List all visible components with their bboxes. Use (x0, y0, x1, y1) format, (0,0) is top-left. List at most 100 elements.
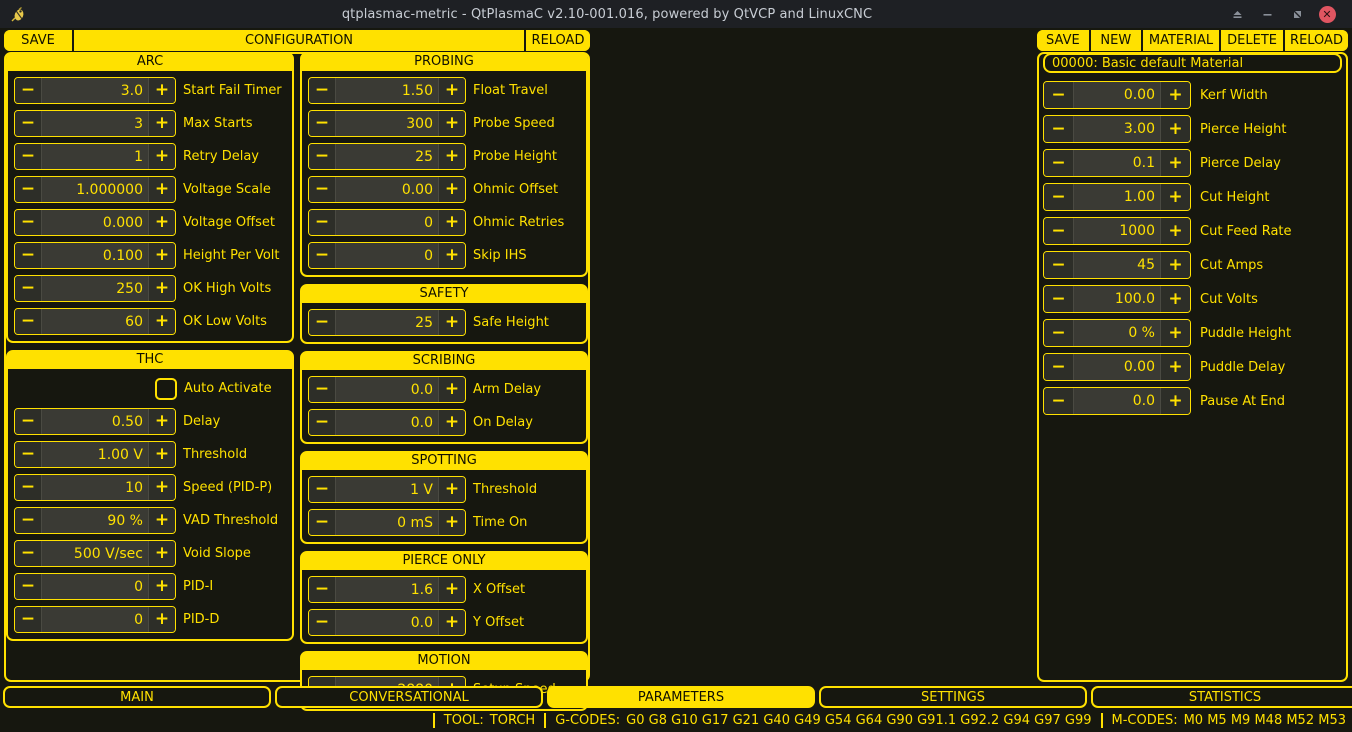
increment-icon[interactable]: + (438, 510, 465, 535)
value-cut-volts[interactable]: 100.0 (1074, 286, 1160, 312)
value-pause-at-end[interactable]: 0.0 (1074, 388, 1160, 414)
decrement-icon[interactable]: − (309, 310, 336, 335)
spinbox-y-offset[interactable]: − 0.0 + (308, 609, 466, 636)
config-reload-button[interactable]: RELOAD (524, 30, 590, 51)
decrement-icon[interactable]: − (309, 144, 336, 169)
increment-icon[interactable]: + (1160, 252, 1190, 278)
spinbox-puddle-delay[interactable]: − 0.00 + (1043, 353, 1191, 381)
decrement-icon[interactable]: − (309, 78, 336, 103)
increment-icon[interactable]: + (438, 610, 465, 635)
increment-icon[interactable]: + (1160, 116, 1190, 142)
increment-icon[interactable]: + (148, 541, 175, 566)
value-y-offset[interactable]: 0.0 (336, 610, 438, 635)
spinbox-kerf-width[interactable]: − 0.00 + (1043, 81, 1191, 109)
increment-icon[interactable]: + (1160, 320, 1190, 346)
increment-icon[interactable]: + (1160, 184, 1190, 210)
decrement-icon[interactable]: − (1044, 116, 1074, 142)
value-cut-amps[interactable]: 45 (1074, 252, 1160, 278)
increment-icon[interactable]: + (438, 144, 465, 169)
decrement-icon[interactable]: − (309, 177, 336, 202)
value-puddle-delay[interactable]: 0.00 (1074, 354, 1160, 380)
increment-icon[interactable]: + (1160, 388, 1190, 414)
increment-icon[interactable]: + (1160, 150, 1190, 176)
spinbox-pierce-height[interactable]: − 3.00 + (1043, 115, 1191, 143)
value-probe-speed[interactable]: 300 (336, 111, 438, 136)
decrement-icon[interactable]: − (1044, 354, 1074, 380)
increment-icon[interactable]: + (148, 111, 175, 136)
spinbox-ohmic-retries[interactable]: − 0 + (308, 209, 466, 236)
spinbox-probe-speed[interactable]: − 300 + (308, 110, 466, 137)
value-time-on[interactable]: 0 mS (336, 510, 438, 535)
spinbox-max-starts[interactable]: − 3 + (14, 110, 176, 137)
value-retry-delay[interactable]: 1 (42, 144, 148, 169)
tab-settings[interactable]: SETTINGS (819, 686, 1087, 708)
value-arm-delay[interactable]: 0.0 (336, 377, 438, 402)
value-height-per-volt[interactable]: 0.100 (42, 243, 148, 268)
spinbox-cut-feed-rate[interactable]: − 1000 + (1043, 217, 1191, 245)
decrement-icon[interactable]: − (309, 477, 336, 502)
increment-icon[interactable]: + (148, 442, 175, 467)
spinbox-vad-threshold[interactable]: − 90 % + (14, 507, 176, 534)
spinbox-float-travel[interactable]: − 1.50 + (308, 77, 466, 104)
spinbox-ohmic-offset[interactable]: − 0.00 + (308, 176, 466, 203)
value-safe-height[interactable]: 25 (336, 310, 438, 335)
decrement-icon[interactable]: − (15, 111, 42, 136)
value-float-travel[interactable]: 1.50 (336, 78, 438, 103)
value-speed-pid-p[interactable]: 10 (42, 475, 148, 500)
decrement-icon[interactable]: − (15, 144, 42, 169)
spinbox-ok-high-volts[interactable]: − 250 + (14, 275, 176, 302)
spinbox-void-slope[interactable]: − 500 V/sec + (14, 540, 176, 567)
decrement-icon[interactable]: − (15, 78, 42, 103)
value-skip-ihs[interactable]: 0 (336, 243, 438, 268)
value-probe-height[interactable]: 25 (336, 144, 438, 169)
value-ok-low-volts[interactable]: 60 (42, 309, 148, 334)
value-max-starts[interactable]: 3 (42, 111, 148, 136)
spinbox-safe-height[interactable]: − 25 + (308, 309, 466, 336)
value-on-delay[interactable]: 0.0 (336, 410, 438, 435)
decrement-icon[interactable]: − (15, 475, 42, 500)
spinbox-probe-height[interactable]: − 25 + (308, 143, 466, 170)
spinbox-voltage-offset[interactable]: − 0.000 + (14, 209, 176, 236)
increment-icon[interactable]: + (148, 276, 175, 301)
tab-conversational[interactable]: CONVERSATIONAL (275, 686, 543, 708)
spinbox-start-fail-timer[interactable]: − 3.0 + (14, 77, 176, 104)
spinbox-pause-at-end[interactable]: − 0.0 + (1043, 387, 1191, 415)
increment-icon[interactable]: + (438, 310, 465, 335)
spinbox-arm-delay[interactable]: − 0.0 + (308, 376, 466, 403)
decrement-icon[interactable]: − (309, 210, 336, 235)
shade-button[interactable] (1222, 0, 1252, 28)
spinbox-on-delay[interactable]: − 0.0 + (308, 409, 466, 436)
value-spotting-threshold[interactable]: 1 V (336, 477, 438, 502)
decrement-icon[interactable]: − (15, 409, 42, 434)
increment-icon[interactable]: + (1160, 354, 1190, 380)
decrement-icon[interactable]: − (1044, 218, 1074, 244)
spinbox-spotting-threshold[interactable]: − 1 V + (308, 476, 466, 503)
decrement-icon[interactable]: − (1044, 82, 1074, 108)
increment-icon[interactable]: + (1160, 82, 1190, 108)
value-pid-i[interactable]: 0 (42, 574, 148, 599)
maximize-button[interactable] (1282, 0, 1312, 28)
decrement-icon[interactable]: − (309, 377, 336, 402)
spinbox-thc-threshold[interactable]: − 1.00 V + (14, 441, 176, 468)
value-pid-d[interactable]: 0 (42, 607, 148, 632)
material-save-button[interactable]: SAVE (1037, 30, 1089, 51)
increment-icon[interactable]: + (438, 78, 465, 103)
material-new-button[interactable]: NEW (1088, 30, 1141, 51)
value-thc-delay[interactable]: 0.50 (42, 409, 148, 434)
increment-icon[interactable]: + (148, 508, 175, 533)
decrement-icon[interactable]: − (15, 210, 42, 235)
value-ohmic-offset[interactable]: 0.00 (336, 177, 438, 202)
increment-icon[interactable]: + (148, 210, 175, 235)
increment-icon[interactable]: + (148, 243, 175, 268)
config-save-button[interactable]: SAVE (4, 30, 72, 51)
material-reload-button[interactable]: RELOAD (1283, 30, 1348, 51)
value-x-offset[interactable]: 1.6 (336, 577, 438, 602)
decrement-icon[interactable]: − (15, 442, 42, 467)
decrement-icon[interactable]: − (309, 577, 336, 602)
increment-icon[interactable]: + (148, 409, 175, 434)
spinbox-x-offset[interactable]: − 1.6 + (308, 576, 466, 603)
value-start-fail-timer[interactable]: 3.0 (42, 78, 148, 103)
increment-icon[interactable]: + (148, 475, 175, 500)
decrement-icon[interactable]: − (15, 276, 42, 301)
spinbox-pid-i[interactable]: − 0 + (14, 573, 176, 600)
